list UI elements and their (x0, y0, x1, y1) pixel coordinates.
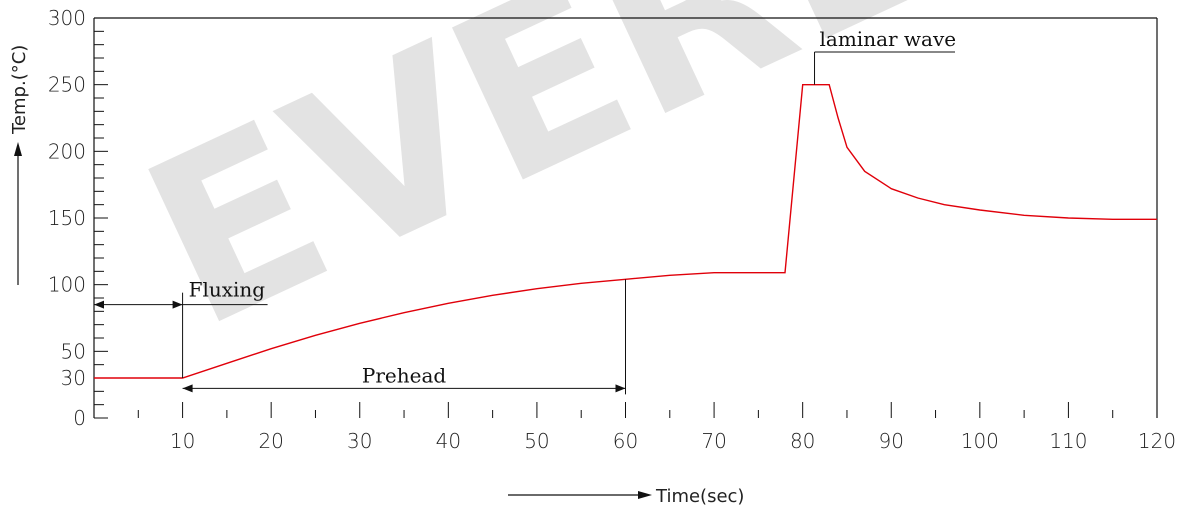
annotation-layer: Fluxing Prehead laminar wave (94, 27, 957, 395)
x-tick-label: 60 (613, 429, 638, 453)
tick-labels: 0 30 50 100 150 200 250 300 10 20 30 40 50 60 70 80 90 10… (48, 6, 1176, 453)
x-axis-arrow-head (638, 491, 652, 499)
y-tick-label: 30 (61, 366, 86, 390)
fluxing-arrowhead-right (172, 300, 183, 309)
y-axis-arrow-head (14, 142, 22, 156)
x-axis-title-group: Time(sec) (508, 486, 744, 507)
prehead-arrowhead-right (615, 384, 626, 393)
fluxing-label: Fluxing (189, 278, 266, 302)
y-tick-label: 200 (48, 139, 86, 163)
prehead-arrowhead-left (182, 384, 193, 393)
x-tick-label: 110 (1049, 429, 1087, 453)
prehead-label: Prehead (362, 363, 446, 387)
laminar-wave-label: laminar wave (820, 27, 957, 51)
fluxing-arrowhead-left (94, 300, 104, 309)
x-tick-label: 70 (701, 429, 726, 453)
x-tick-label: 20 (258, 429, 283, 453)
x-tick-label: 100 (961, 429, 999, 453)
x-tick-label: 120 (1138, 429, 1176, 453)
x-tick-label: 30 (347, 429, 372, 453)
y-tick-label: 100 (48, 273, 86, 297)
series-layer (94, 84, 1157, 379)
axis-ticks (94, 17, 1158, 419)
x-axis-title: Time(sec) (655, 486, 744, 507)
x-tick-label: 80 (790, 429, 815, 453)
y-tick-label: 300 (48, 6, 86, 30)
y-axis-title: Temp.(°C) (9, 45, 30, 135)
x-tick-label: 50 (524, 429, 549, 453)
x-tick-label: 90 (879, 429, 904, 453)
temperature-profile-line (94, 84, 1157, 379)
x-tick-label: 10 (170, 429, 195, 453)
watermark-text: EVERE (110, 0, 972, 380)
y-tick-label: 150 (48, 206, 86, 230)
y-tick-label: 50 (61, 339, 86, 363)
y-tick-label: 0 (73, 406, 86, 430)
y-tick-label: 250 (48, 73, 86, 97)
x-tick-label: 40 (436, 429, 461, 453)
y-axis-title-group: Temp.(°C) (9, 45, 30, 285)
